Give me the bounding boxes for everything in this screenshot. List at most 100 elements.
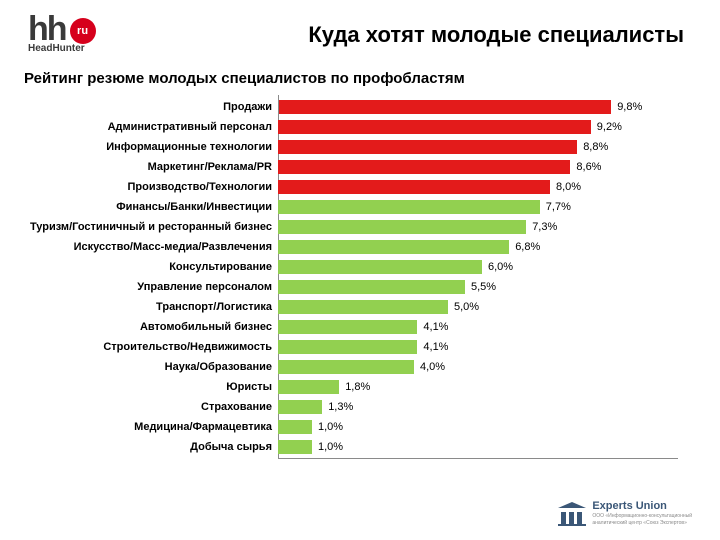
chart-row: Медицина/Фармацевтика 1,0% — [24, 417, 696, 437]
bar — [278, 260, 482, 274]
bar — [278, 140, 577, 154]
bar — [278, 320, 417, 334]
bar — [278, 120, 591, 134]
chart-row: Наука/Образование 4,0% — [24, 357, 696, 377]
value-label: 5,0% — [454, 301, 479, 313]
plot-cell: 6,8% — [278, 237, 696, 257]
bar — [278, 440, 312, 454]
chart-row: Административный персонал 9,2% — [24, 117, 696, 137]
category-label: Туризм/Гостиничный и ресторанный бизнес — [24, 221, 278, 233]
value-label: 4,1% — [423, 321, 448, 333]
category-label: Финансы/Банки/Инвестиции — [24, 201, 278, 213]
footer-sub2: аналитический центр «Союз Экспертов» — [592, 521, 692, 526]
bar — [278, 200, 540, 214]
bar — [278, 420, 312, 434]
category-label: Медицина/Фармацевтика — [24, 421, 278, 433]
category-label: Автомобильный бизнес — [24, 321, 278, 333]
value-label: 9,2% — [597, 121, 622, 133]
logo-hh-text: hh — [28, 14, 66, 45]
value-label: 4,0% — [420, 361, 445, 373]
plot-cell: 4,1% — [278, 337, 696, 357]
plot-cell: 9,2% — [278, 117, 696, 137]
chart-row: Маркетинг/Реклама/PR 8,6% — [24, 157, 696, 177]
plot-cell: 8,6% — [278, 157, 696, 177]
bar — [278, 220, 526, 234]
plot-cell: 7,3% — [278, 217, 696, 237]
experts-union-icon — [558, 500, 586, 526]
plot-cell: 5,5% — [278, 277, 696, 297]
chart-row: Финансы/Банки/Инвестиции 7,7% — [24, 197, 696, 217]
value-label: 1,0% — [318, 421, 343, 433]
category-label: Добыча сырья — [24, 441, 278, 453]
bar — [278, 180, 550, 194]
category-label: Продажи — [24, 101, 278, 113]
bar — [278, 360, 414, 374]
value-label: 8,6% — [576, 161, 601, 173]
chart-row: Туризм/Гостиничный и ресторанный бизнес 7… — [24, 217, 696, 237]
category-label: Транспорт/Логистика — [24, 301, 278, 313]
plot-cell: 1,8% — [278, 377, 696, 397]
chart-row: Юристы1,8% — [24, 377, 696, 397]
chart-row: Консультирование 6,0% — [24, 257, 696, 277]
value-label: 6,8% — [515, 241, 540, 253]
chart-row: Продажи 9,8% — [24, 97, 696, 117]
chart-row: Транспорт/Логистика 5,0% — [24, 297, 696, 317]
logo-ru-badge: ru — [70, 18, 96, 44]
value-label: 1,3% — [328, 401, 353, 413]
plot-cell: 8,8% — [278, 137, 696, 157]
category-label: Строительство/Недвижимость — [24, 341, 278, 353]
page-title: Куда хотят молодые специалисты — [308, 22, 684, 48]
category-label: Управление персоналом — [24, 281, 278, 293]
chart-title: Рейтинг резюме молодых специалистов по п… — [24, 70, 696, 87]
chart-row: Строительство/Недвижимость 4,1% — [24, 337, 696, 357]
bar — [278, 160, 570, 174]
chart-row: Добыча сырья1,0% — [24, 437, 696, 457]
value-label: 8,8% — [583, 141, 608, 153]
footer-sub1: ООО «Информационно-консультационный — [592, 514, 692, 519]
plot-cell: 1,3% — [278, 397, 696, 417]
plot-cell: 7,7% — [278, 197, 696, 217]
plot-cell: 9,8% — [278, 97, 696, 117]
value-label: 6,0% — [488, 261, 513, 273]
plot-cell: 1,0% — [278, 437, 696, 457]
x-axis-line — [278, 458, 678, 459]
chart-row: Информационные технологии 8,8% — [24, 137, 696, 157]
plot-cell: 8,0% — [278, 177, 696, 197]
value-label: 7,7% — [546, 201, 571, 213]
bar — [278, 340, 417, 354]
chart-row: Искусство/Масс-медиа/Развлечения 6,8% — [24, 237, 696, 257]
bar-chart: Продажи 9,8% Административный персонал 9,2%… — [24, 97, 696, 457]
category-label: Административный персонал — [24, 121, 278, 133]
chart-row: Автомобильный бизнес 4,1% — [24, 317, 696, 337]
category-label: Юристы — [24, 381, 278, 393]
bar — [278, 100, 611, 114]
chart-row: Производство/Технологии8,0% — [24, 177, 696, 197]
chart-row: Управление персоналом 5,5% — [24, 277, 696, 297]
value-label: 7,3% — [532, 221, 557, 233]
chart-area: Рейтинг резюме молодых специалистов по п… — [24, 70, 696, 457]
bar — [278, 380, 339, 394]
value-label: 9,8% — [617, 101, 642, 113]
hh-logo: hh ru HeadHunter — [28, 14, 96, 54]
category-label: Искусство/Масс-медиа/Развлечения — [24, 241, 278, 253]
category-label: Страхование — [24, 401, 278, 413]
plot-cell: 5,0% — [278, 297, 696, 317]
category-label: Наука/Образование — [24, 361, 278, 373]
category-label: Информационные технологии — [24, 141, 278, 153]
value-label: 4,1% — [423, 341, 448, 353]
plot-cell: 4,1% — [278, 317, 696, 337]
category-label: Консультирование — [24, 261, 278, 273]
value-label: 8,0% — [556, 181, 581, 193]
value-label: 5,5% — [471, 281, 496, 293]
chart-row: Страхование 1,3% — [24, 397, 696, 417]
plot-cell: 6,0% — [278, 257, 696, 277]
slide: hh ru HeadHunter Куда хотят молодые спец… — [0, 0, 720, 540]
plot-cell: 1,0% — [278, 417, 696, 437]
bar — [278, 300, 448, 314]
footer-main: Experts Union — [592, 501, 692, 512]
footer-logo: Experts Union ООО «Информационно-консуль… — [558, 500, 692, 526]
plot-cell: 4,0% — [278, 357, 696, 377]
bar — [278, 240, 509, 254]
logo-subtitle: HeadHunter — [28, 43, 96, 54]
category-label: Маркетинг/Реклама/PR — [24, 161, 278, 173]
